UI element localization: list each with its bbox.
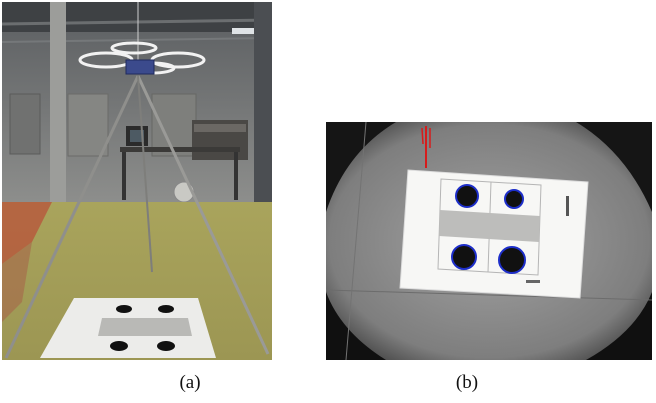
caption-b: (b): [455, 372, 479, 393]
photo-quadrotor-lab: [2, 2, 272, 360]
camera-view-target: [326, 122, 652, 360]
caption-a: (a): [179, 372, 201, 393]
